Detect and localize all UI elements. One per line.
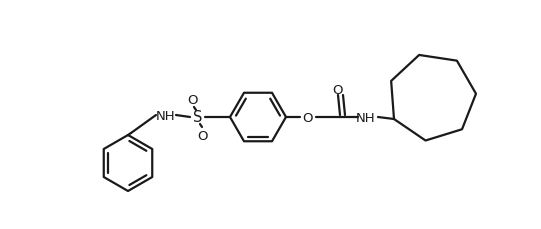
Text: NH: NH [356, 111, 376, 124]
Text: O: O [188, 93, 198, 106]
Text: S: S [193, 110, 203, 125]
Text: O: O [303, 111, 313, 124]
Text: O: O [333, 83, 343, 96]
Text: O: O [198, 129, 208, 142]
Text: NH: NH [156, 109, 176, 122]
